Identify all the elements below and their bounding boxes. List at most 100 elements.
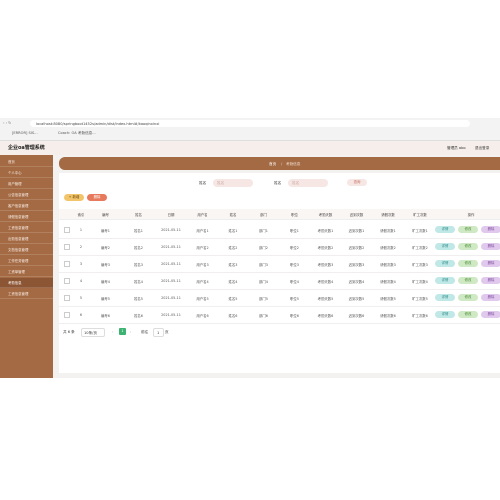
row-checkbox[interactable]	[64, 278, 70, 284]
table-cell: 迟到次数3	[348, 263, 365, 267]
row-action-button[interactable]: 详情	[435, 260, 455, 267]
row-checkbox[interactable]	[64, 244, 70, 250]
row-action-button[interactable]: 修改	[458, 226, 478, 233]
row-action-button[interactable]: 详情	[435, 277, 455, 284]
table-cell: 迟到次数5	[348, 297, 365, 301]
column-header: 姓名	[229, 213, 237, 217]
row-action-button[interactable]: 删除	[481, 226, 500, 233]
row-action-button[interactable]: 删除	[481, 277, 500, 284]
table-cell: 考勤天数3	[317, 263, 334, 267]
table-cell: 旷工次数4	[412, 280, 428, 284]
page-next[interactable]: ›	[130, 330, 132, 334]
search-input[interactable]: 姓名	[288, 179, 328, 187]
address-bar[interactable]: localhost:8080/springboot1452s/admin/dis…	[30, 120, 470, 127]
row-action-button[interactable]: 详情	[435, 311, 455, 318]
table-cell: 部门5	[259, 297, 268, 301]
row-checkbox[interactable]	[64, 312, 70, 318]
menu-item[interactable]: 请假信息管理	[0, 212, 53, 222]
bookmark[interactable]: [ERROR] SIS...	[12, 131, 38, 135]
table-cell: 用户名6	[196, 314, 209, 318]
table-cell: 部门3	[259, 263, 268, 267]
table-row	[59, 272, 500, 290]
page-current[interactable]: 1	[119, 328, 126, 335]
column-header: 编号	[102, 213, 109, 217]
breadcrumb-sep: /	[281, 161, 283, 166]
sidebar: 首页 个人中心 用户管理 公告信息管理 客户信息管理 请假信息管理 工资信息管理 出勤信息管理…	[0, 155, 53, 378]
menu-item[interactable]: 客户信息管理	[0, 201, 53, 211]
table-cell: 部门6	[259, 314, 268, 318]
browser-bar: localhost:8080/springboot1452s/admin/dis…	[0, 118, 500, 141]
table-cell: 编号3	[101, 263, 110, 267]
table-cell: 姓名1	[228, 229, 238, 233]
bookmark[interactable]: Coach: OA 考勤信息...	[58, 131, 96, 135]
table-cell: 考勤天数6	[317, 314, 334, 318]
add-button[interactable]: + 新增	[64, 194, 84, 201]
menu-item[interactable]: 个人中心	[0, 168, 53, 178]
placeholder: 姓名	[217, 181, 225, 185]
goto-value: 1	[157, 330, 160, 335]
row-action-button[interactable]: 修改	[458, 294, 478, 301]
page-size[interactable]: 10条/页	[81, 328, 105, 337]
table-cell: 考勤天数2	[317, 246, 334, 250]
menu-item[interactable]: 出勤信息管理	[0, 234, 53, 244]
search-button[interactable]: 查询	[347, 179, 367, 186]
table-row	[59, 238, 500, 256]
menu-item[interactable]: 用户管理	[0, 179, 53, 189]
table-row	[59, 255, 500, 273]
column-header: 考勤天数	[318, 213, 333, 217]
row-action-button[interactable]: 详情	[435, 294, 455, 301]
table-row	[59, 289, 500, 307]
menu-item[interactable]: 考勤信息	[0, 278, 53, 288]
column-header: 索引	[77, 213, 85, 217]
table-cell: 姓名1	[134, 229, 143, 233]
page-size-text: 10条/页	[84, 330, 97, 335]
row-action-button[interactable]: 修改	[458, 243, 478, 250]
menu-item[interactable]: 工资单管理	[0, 267, 53, 277]
table-cell: 编号6	[101, 314, 110, 318]
table-cell: 考勤天数4	[317, 280, 334, 284]
row-action-button[interactable]: 详情	[435, 226, 455, 233]
row-action-button[interactable]: 修改	[458, 311, 478, 318]
menu-item[interactable]: 工资信息管理	[0, 289, 53, 299]
menu-item[interactable]: 工作任务管理	[0, 256, 53, 266]
row-action-button[interactable]: 删除	[481, 311, 500, 318]
search-input[interactable]: 姓名	[213, 179, 253, 187]
table-cell: 姓名2	[228, 246, 238, 250]
column-header: 操作	[467, 213, 475, 217]
row-checkbox[interactable]	[64, 295, 70, 301]
row-checkbox[interactable]	[64, 227, 70, 233]
table-cell: 考勤天数1	[317, 229, 334, 233]
table-cell: 姓名5	[134, 297, 143, 301]
table-cell: 旷工次数5	[412, 297, 428, 301]
table-cell: 用户名1	[196, 229, 209, 233]
table-cell: 用户名3	[196, 263, 209, 267]
table-cell: 职位4	[290, 280, 299, 284]
menu-item[interactable]: 公告信息管理	[0, 190, 53, 200]
breadcrumb-item[interactable]: 首页	[269, 161, 277, 166]
table-cell: 职位1	[290, 229, 299, 233]
table-cell: 旷工次数6	[412, 314, 428, 318]
table-cell: 考勤天数5	[317, 297, 334, 301]
row-action-button[interactable]: 删除	[481, 243, 500, 250]
column-header: 日期	[167, 213, 175, 217]
row-action-button[interactable]: 修改	[458, 277, 478, 284]
menu-item[interactable]: 文档信息管理	[0, 245, 53, 255]
row-action-button[interactable]: 详情	[435, 243, 455, 250]
column-header: 部门	[260, 213, 267, 217]
menu-item[interactable]: 工资信息管理	[0, 223, 53, 233]
goto-label: 前往	[141, 330, 149, 334]
table-cell: 迟到次数2	[348, 246, 365, 250]
menu-item[interactable]: 首页	[0, 157, 53, 167]
logout[interactable]: 退出登录	[475, 146, 490, 150]
row-checkbox[interactable]	[64, 261, 70, 267]
row-action-button[interactable]: 修改	[458, 260, 478, 267]
table-cell: 4	[79, 279, 83, 283]
row-action-button[interactable]: 删除	[481, 260, 500, 267]
goto-input[interactable]: 1	[153, 328, 164, 337]
delete-button[interactable]: 删除	[87, 194, 107, 201]
page-prev[interactable]: ‹	[112, 330, 114, 334]
row-action-button[interactable]: 删除	[481, 294, 500, 301]
search-label: 姓名	[199, 181, 207, 185]
user-name: 管理员 abo	[447, 146, 466, 150]
